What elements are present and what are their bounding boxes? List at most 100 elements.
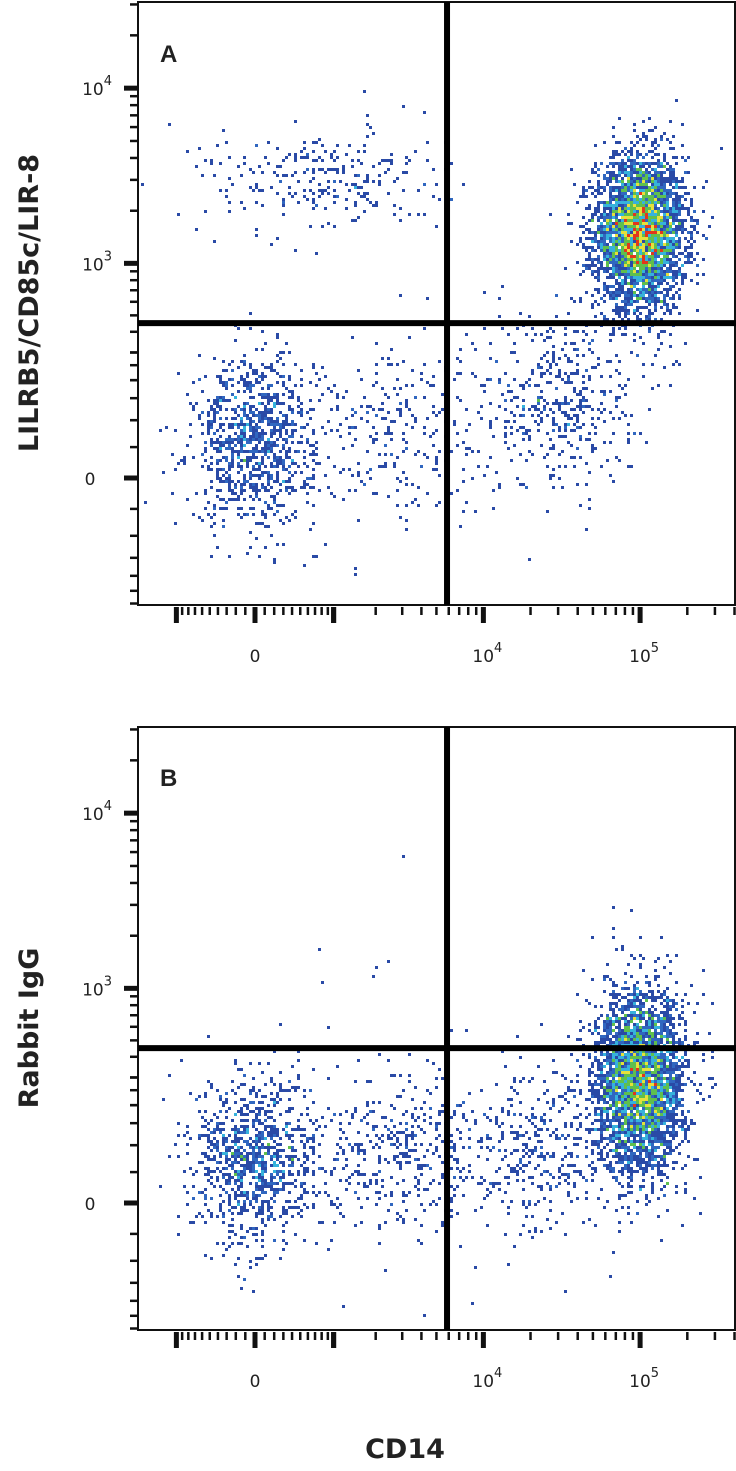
event-bin: [681, 195, 684, 198]
event-bin: [651, 237, 654, 240]
event-bin: [276, 474, 279, 477]
event-bin: [225, 507, 228, 510]
event-bin: [609, 1059, 612, 1062]
event-bin: [642, 216, 645, 219]
event-bin: [639, 1041, 642, 1044]
event-bin: [219, 459, 222, 462]
event-bin: [267, 366, 270, 369]
event-bin: [633, 246, 636, 249]
event-bin: [231, 438, 234, 441]
event-bin: [660, 1002, 663, 1005]
event-bin: [669, 252, 672, 255]
event-bin: [297, 1197, 300, 1200]
event-bin: [672, 1026, 675, 1029]
event-bin: [630, 1038, 633, 1041]
event-bin: [627, 1128, 630, 1131]
event-bin: [579, 393, 582, 396]
event-bin: [657, 1155, 660, 1158]
event-bin: [300, 435, 303, 438]
event-bin: [252, 465, 255, 468]
event-bin: [666, 1038, 669, 1041]
event-bin: [261, 414, 264, 417]
event-bin: [450, 492, 453, 495]
event-bin: [615, 1119, 618, 1122]
event-bin: [228, 156, 231, 159]
event-bin: [660, 195, 663, 198]
event-bin: [648, 408, 651, 411]
event-bin: [639, 1131, 642, 1134]
event-bin: [588, 219, 591, 222]
event-bin: [264, 393, 267, 396]
event-bin: [402, 171, 405, 174]
event-bin: [348, 489, 351, 492]
event-bin: [672, 177, 675, 180]
event-bin: [630, 219, 633, 222]
event-bin: [327, 456, 330, 459]
event-bin: [525, 486, 528, 489]
event-bin: [288, 351, 291, 354]
event-bin: [309, 381, 312, 384]
event-bin: [390, 453, 393, 456]
event-bin: [687, 1110, 690, 1113]
event-bin: [672, 1050, 675, 1053]
event-bin: [603, 231, 606, 234]
event-bin: [393, 465, 396, 468]
event-bin: [648, 1125, 651, 1128]
event-bin: [594, 1113, 597, 1116]
event-bin: [294, 171, 297, 174]
event-bin: [537, 396, 540, 399]
event-bin: [657, 243, 660, 246]
event-bin: [672, 285, 675, 288]
event-bin: [636, 231, 639, 234]
event-bin: [642, 291, 645, 294]
event-bin: [585, 483, 588, 486]
event-bin: [678, 1038, 681, 1041]
event-bin: [504, 408, 507, 411]
event-bin: [618, 1029, 621, 1032]
event-bin: [693, 1083, 696, 1086]
event-bin: [702, 210, 705, 213]
event-bin: [252, 420, 255, 423]
event-bin: [504, 399, 507, 402]
event-bin: [612, 1023, 615, 1026]
event-bin: [639, 1029, 642, 1032]
event-bin: [627, 1101, 630, 1104]
event-bin: [207, 411, 210, 414]
event-bin: [600, 261, 603, 264]
event-bin: [624, 1062, 627, 1065]
event-bin: [648, 1059, 651, 1062]
event-bin: [654, 198, 657, 201]
event-bin: [612, 264, 615, 267]
event-bin: [654, 999, 657, 1002]
event-bin: [348, 432, 351, 435]
event-bin: [624, 1029, 627, 1032]
event-bin: [261, 1182, 264, 1185]
event-bin: [246, 480, 249, 483]
event-bin: [663, 165, 666, 168]
event-bin: [240, 516, 243, 519]
event-bin: [648, 177, 651, 180]
event-bin: [465, 501, 468, 504]
event-bin: [552, 486, 555, 489]
event-bin: [657, 189, 660, 192]
event-bin: [645, 1077, 648, 1080]
event-bin: [678, 1152, 681, 1155]
event-bin: [672, 147, 675, 150]
event-bin: [603, 1158, 606, 1161]
event-bin: [225, 1155, 228, 1158]
event-bin: [645, 240, 648, 243]
event-bin: [648, 984, 651, 987]
event-bin: [618, 1098, 621, 1101]
event-bin: [225, 471, 228, 474]
event-bin: [657, 198, 660, 201]
event-bin: [282, 438, 285, 441]
event-bin: [615, 246, 618, 249]
event-bin: [240, 408, 243, 411]
event-bin: [636, 192, 639, 195]
event-bin: [642, 267, 645, 270]
event-bin: [684, 1131, 687, 1134]
event-bin: [693, 1041, 696, 1044]
event-bin: [606, 231, 609, 234]
event-bin: [624, 231, 627, 234]
event-bin: [375, 381, 378, 384]
